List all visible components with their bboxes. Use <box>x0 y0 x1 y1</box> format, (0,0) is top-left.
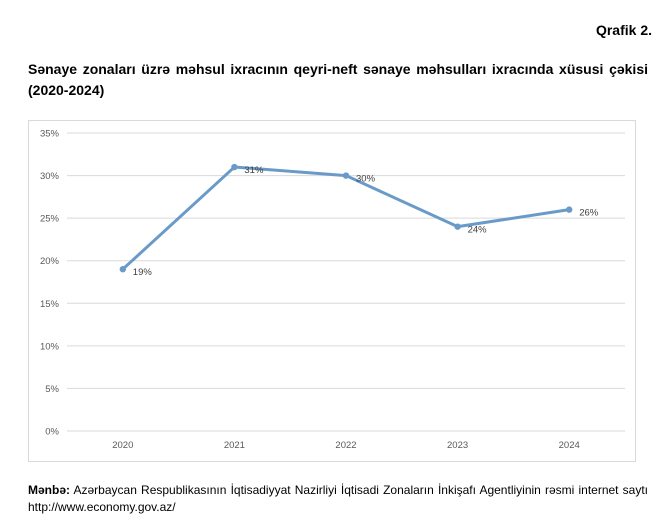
x-tick-label: 2020 <box>112 440 133 451</box>
x-tick-label: 2021 <box>224 440 245 451</box>
y-tick-label: 30% <box>40 171 60 182</box>
source-text: Azərbaycan Respublikasının İqtisadiyyat … <box>28 483 649 514</box>
data-point <box>342 172 350 179</box>
data-label: 19% <box>133 267 153 278</box>
y-tick-label: 0% <box>45 427 59 438</box>
data-point <box>231 163 238 171</box>
line-chart: 0% 5% 10% 15% 20% 25% 30% 35% 2020 2021 2022 2023 20… <box>40 129 625 451</box>
data-label: 31% <box>244 165 264 176</box>
source-label: Mənbə: <box>28 483 70 497</box>
source-note: Mənbə: Azərbaycan Respublikasının İqtisa… <box>28 482 648 516</box>
x-tick-label: 2022 <box>335 440 356 451</box>
y-tick-label: 20% <box>40 256 60 267</box>
y-tick-label: 5% <box>45 384 59 395</box>
y-tick-label: 15% <box>40 299 60 310</box>
y-tick-label: 25% <box>40 214 60 225</box>
data-point <box>566 206 573 213</box>
chart-area: 0% 5% 10% 15% 20% 25% 30% 35% 2020 2021 2022 2023 20… <box>28 120 636 462</box>
x-tick-label: 2024 <box>559 440 580 451</box>
figure-label: Qrafik 2. <box>595 22 652 38</box>
y-tick-label: 35% <box>40 129 60 140</box>
data-point <box>454 223 461 230</box>
y-tick-label: 10% <box>40 341 60 352</box>
data-label: 24% <box>468 225 488 236</box>
data-label: 30% <box>356 174 376 185</box>
data-label: 26% <box>579 208 599 219</box>
chart-title: Sənaye zonaları üzrə məhsul ixracının qe… <box>28 61 648 98</box>
data-point <box>119 266 127 273</box>
x-tick-label: 2023 <box>447 440 468 451</box>
